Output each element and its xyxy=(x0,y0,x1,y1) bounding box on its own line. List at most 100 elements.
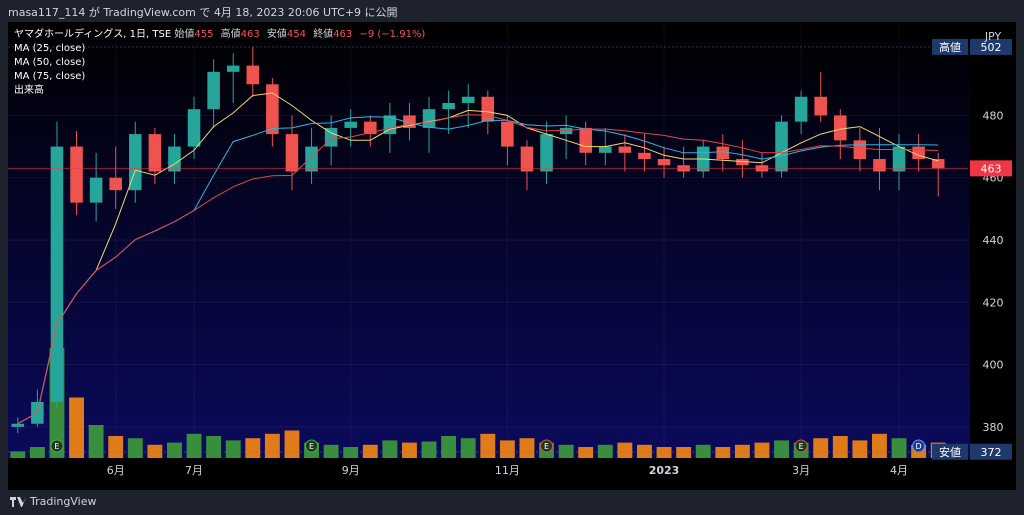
candle-body xyxy=(129,134,142,191)
price-badge-bg xyxy=(970,160,1012,177)
candle-body xyxy=(442,102,455,110)
volume-bar xyxy=(499,440,515,458)
publish-info: masa117_114 が TradingView.com で 4月 18, 2… xyxy=(8,6,398,19)
candle-body xyxy=(461,96,475,103)
ma75-line xyxy=(17,114,939,425)
candle-body xyxy=(168,146,181,172)
candle-body xyxy=(50,146,64,402)
legend-ma75[interactable]: MA (75, close) xyxy=(14,71,86,82)
x-tick-label: 7月 xyxy=(185,464,203,477)
candle-body xyxy=(148,134,162,172)
candle-body xyxy=(912,146,925,160)
candle-body xyxy=(579,127,592,153)
time-axis-background xyxy=(8,458,1016,490)
volume-bar xyxy=(167,442,182,458)
volume-bar xyxy=(264,433,280,458)
candle-body xyxy=(853,140,867,160)
volume-bar xyxy=(676,447,692,458)
candle-body xyxy=(285,134,299,172)
footer: TradingView xyxy=(0,490,1024,515)
open-label: 始値 xyxy=(174,29,195,40)
legend-volume[interactable]: 出来高 xyxy=(14,85,44,96)
volume-bar xyxy=(69,397,84,458)
legend-ma25[interactable]: MA (25, close) xyxy=(14,43,86,54)
candle-body xyxy=(618,146,632,153)
axis-background xyxy=(970,22,1016,458)
candle-body xyxy=(775,121,788,172)
candle-body xyxy=(207,71,220,110)
price-badge-label: 安値 xyxy=(939,445,961,459)
volume-bar xyxy=(382,440,398,458)
price-badge-label: 高値 xyxy=(939,40,961,54)
volume-bar xyxy=(774,440,789,458)
dividend-marker-icon[interactable] xyxy=(912,439,926,453)
price-badge-bg xyxy=(970,443,1012,460)
symbol-name[interactable]: ヤマダホールディングス, 1日, TSE xyxy=(14,29,172,40)
high-value: 463 xyxy=(240,29,260,40)
price-badge-value: 372 xyxy=(981,446,1002,459)
volume-bar xyxy=(421,441,437,458)
volume-bar xyxy=(578,447,594,458)
volume-bar xyxy=(147,444,163,458)
x-tick-label: 3月 xyxy=(792,464,810,477)
x-tick-label: 2023 xyxy=(649,464,680,477)
ma25-line xyxy=(17,92,939,425)
candle-body xyxy=(716,146,730,160)
volume-bar xyxy=(206,436,222,458)
candle-body xyxy=(559,127,573,135)
candle-body xyxy=(520,146,534,172)
volume-bar xyxy=(872,433,887,458)
volume-bar xyxy=(10,451,26,458)
candle-body xyxy=(89,177,103,203)
candle-body xyxy=(736,159,749,166)
volume-bar xyxy=(558,444,574,458)
y-tick-label: 420 xyxy=(983,296,1004,309)
change-value: −9 (−1.91%) xyxy=(359,29,426,40)
volume-bar xyxy=(480,433,496,458)
candle-body xyxy=(657,159,671,166)
volume-bar xyxy=(519,438,535,458)
candle-body xyxy=(305,146,318,172)
candle-body xyxy=(481,96,495,122)
volume-bar xyxy=(695,444,711,458)
low-label: 安値 xyxy=(266,29,287,40)
event-marker-label: E xyxy=(544,442,549,451)
candle-body xyxy=(873,159,886,172)
volume-bar xyxy=(441,436,457,458)
legend-symbol-row: ヤマダホールディングス, 1日, TSE 始値455 高値463 安値454 終… xyxy=(14,28,429,42)
earnings-marker-icon[interactable] xyxy=(305,439,319,453)
candle-body xyxy=(540,134,553,172)
legend-ma50[interactable]: MA (50, close) xyxy=(14,57,86,68)
y-tick-label: 400 xyxy=(983,359,1004,372)
volume-bar xyxy=(734,444,750,458)
candle-body xyxy=(364,121,377,135)
chart-legend: ヤマダホールディングス, 1日, TSE 始値455 高値463 安値454 終… xyxy=(14,28,429,98)
plot-background xyxy=(8,22,970,458)
candle-body xyxy=(814,96,827,116)
candle-body xyxy=(931,159,945,169)
price-badge-value: 463 xyxy=(981,162,1002,175)
candle-body xyxy=(892,146,906,172)
x-tick-label: 6月 xyxy=(107,464,125,477)
tradingview-logo[interactable]: TradingView xyxy=(10,495,96,508)
candle-body xyxy=(834,115,847,141)
candle-body xyxy=(422,109,436,128)
volume-bar xyxy=(29,447,45,458)
price-badge-label-bg xyxy=(932,443,968,460)
candle-body xyxy=(266,84,279,135)
price-badge-label-bg xyxy=(932,38,968,55)
volume-bar xyxy=(617,442,633,458)
volume-bar xyxy=(362,444,378,458)
price-badge-bg xyxy=(970,38,1012,55)
tradingview-logo-icon xyxy=(10,496,26,507)
volume-bar xyxy=(284,430,300,458)
volume-bar xyxy=(323,444,339,458)
time-axis[interactable]: 6月 7月 9月 11月 2023 3月 4月 xyxy=(107,464,908,477)
volume-bar xyxy=(127,438,143,458)
earnings-marker-icon[interactable] xyxy=(540,439,554,453)
price-badge-value: 502 xyxy=(981,41,1002,54)
volume-bar xyxy=(813,438,829,458)
